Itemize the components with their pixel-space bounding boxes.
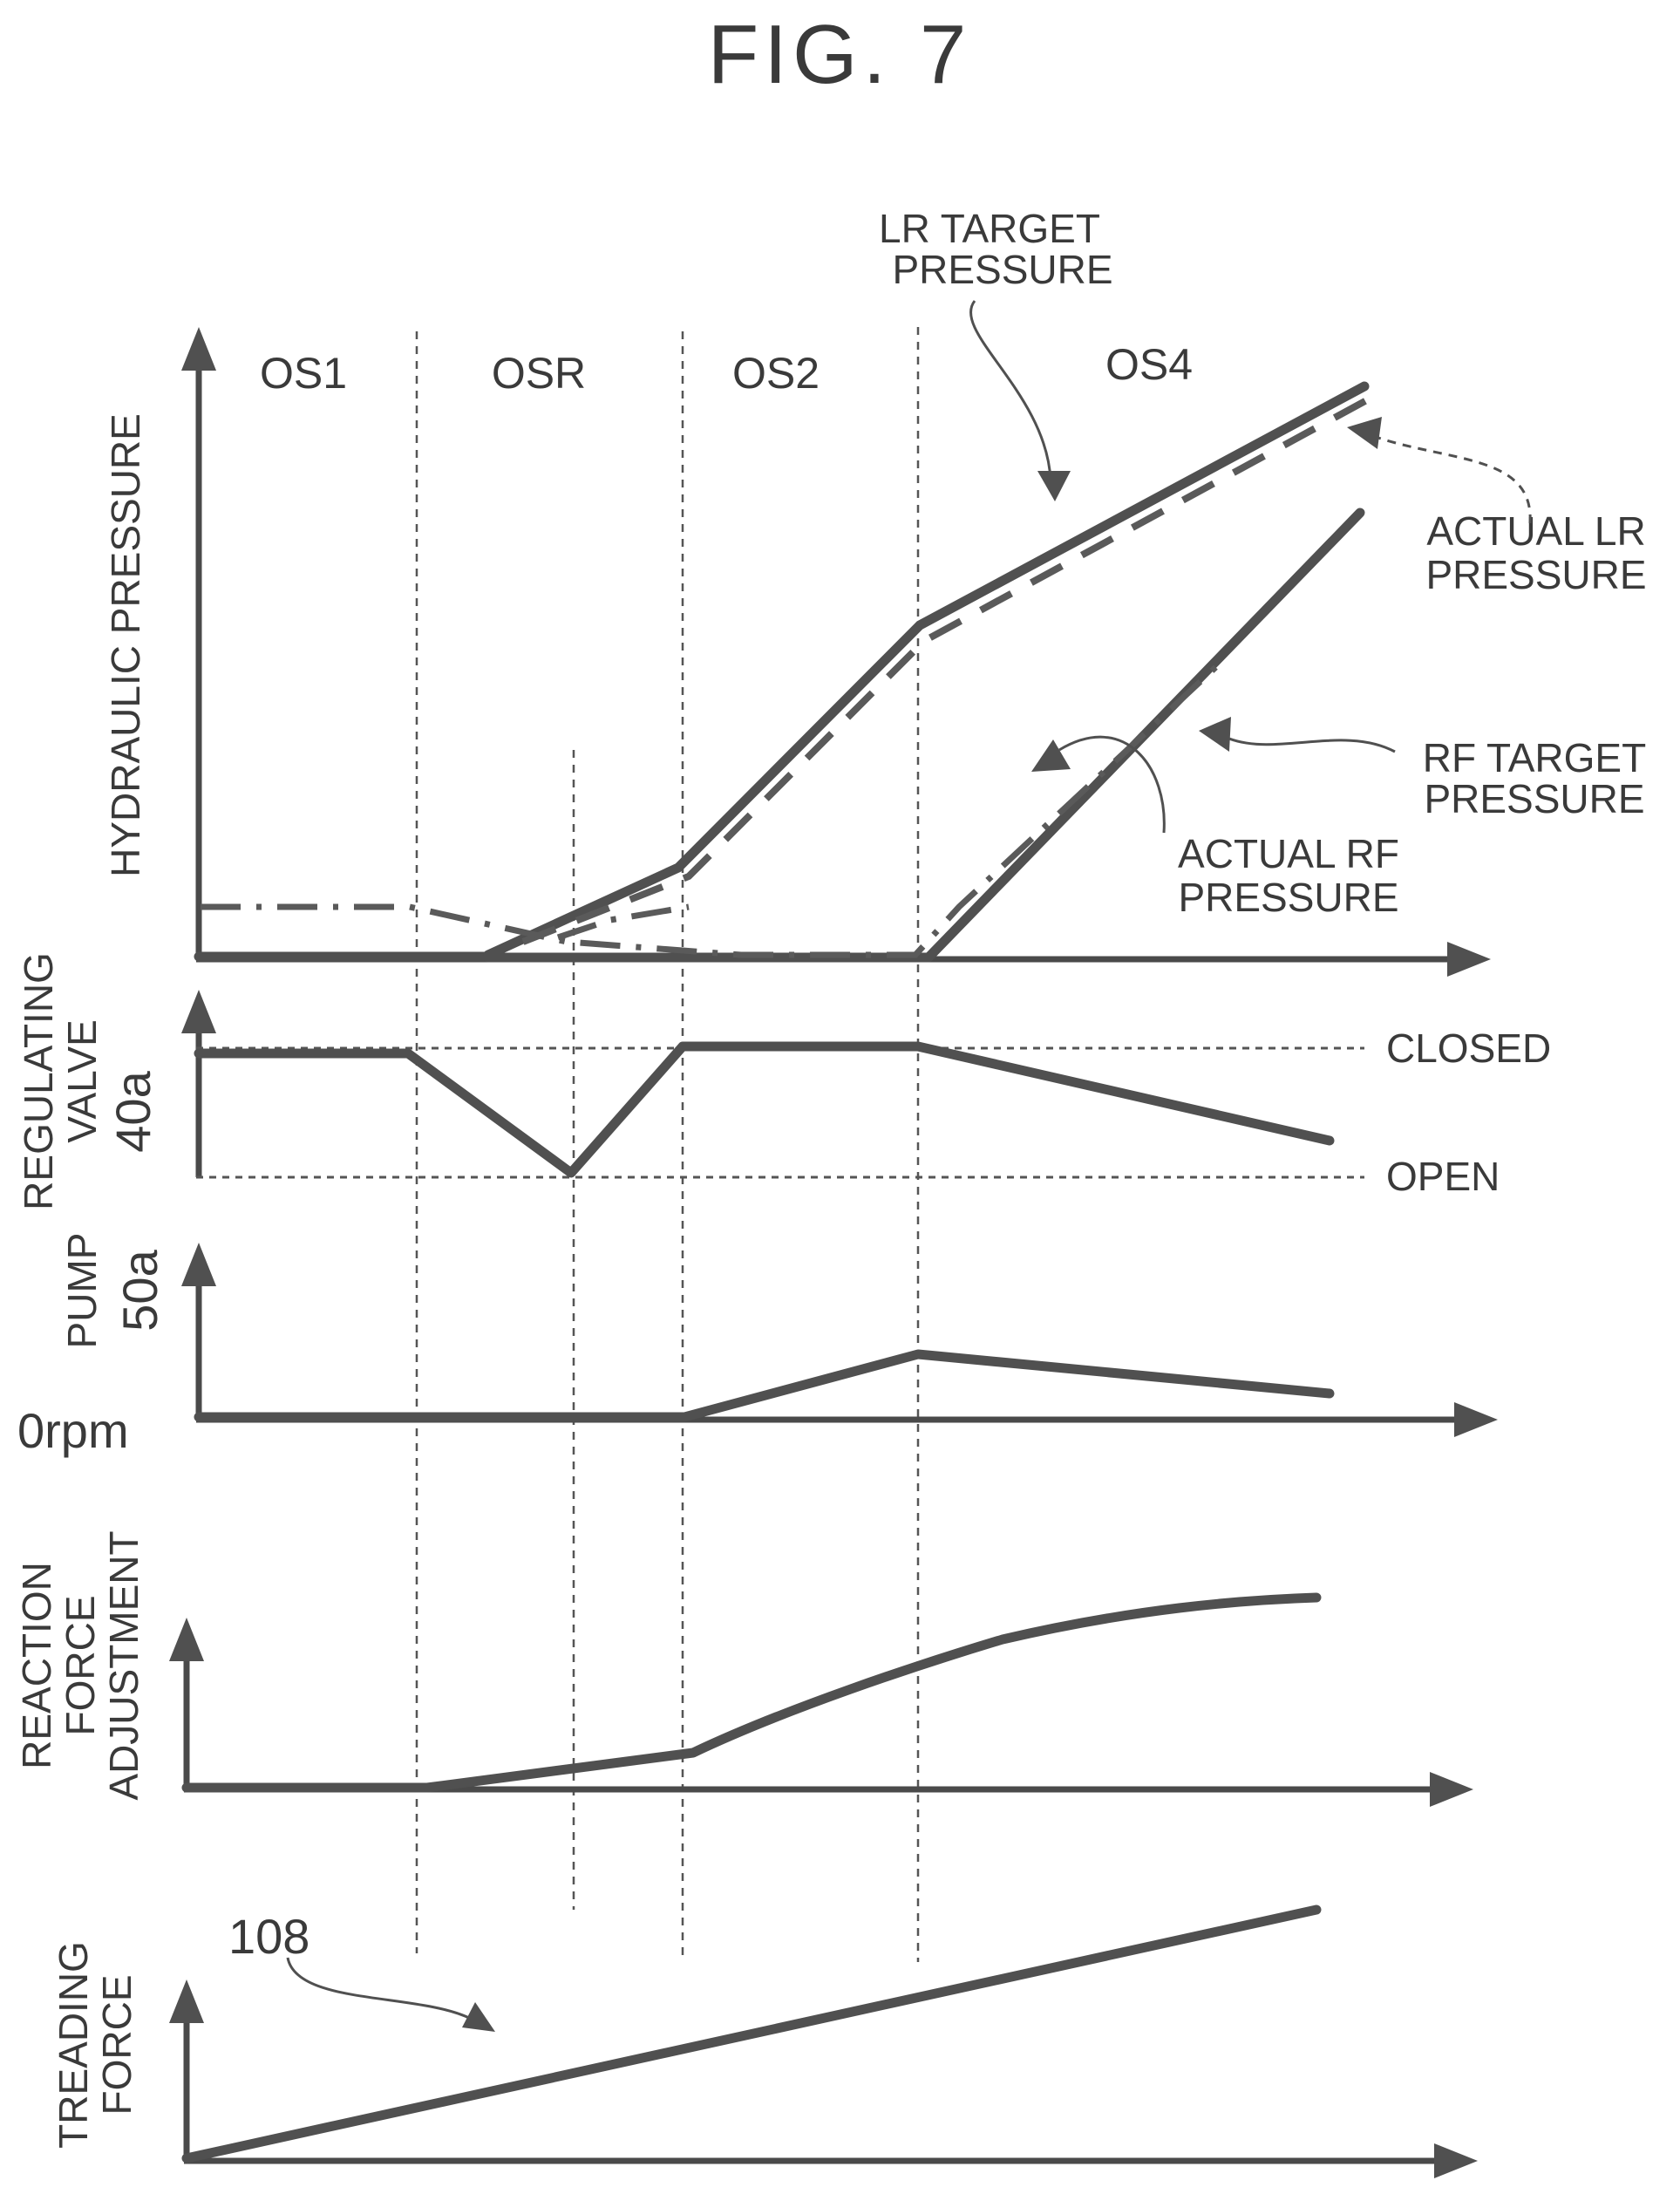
actual-rf-label-line2: PRESSURE	[1178, 875, 1398, 920]
hydraulic-y-label: HYDRAULIC PRESSURE	[103, 413, 148, 877]
reaction-force-line	[181, 1592, 1322, 1793]
actual-rf-leader-arrowhead	[1031, 739, 1071, 772]
treading-ref-leader	[286, 1957, 472, 2020]
rf-target-leader-arrowhead	[1199, 717, 1231, 752]
pump-y-label: PUMP	[59, 1233, 105, 1349]
reaction-force-panel: REACTION FORCE ADJUSTMENT	[14, 1530, 1473, 1807]
lr-target-leader	[969, 300, 1052, 480]
regulating-valve-panel: CLOSED OPEN REGULATING VALVE 40a	[16, 952, 1551, 1210]
pump-y-axis-arrowhead	[181, 1243, 216, 1286]
lr-target-label-line2: PRESSURE	[892, 247, 1112, 292]
actual-rf-pressure-line	[201, 660, 1223, 958]
regulating-valve-line	[194, 1041, 1335, 1178]
treading-y-label-line1: TREADING	[51, 1941, 96, 2149]
phase-label-os1: OS1	[260, 349, 347, 398]
rf-target-label-line1: RF TARGET	[1423, 735, 1646, 780]
actual-rf-label-line1: ACTUAL RF	[1178, 831, 1399, 876]
pump-x-axis-arrowhead	[1454, 1402, 1498, 1437]
hydraulic-x-axis-arrowhead	[1447, 942, 1491, 977]
actual-lr-leader	[1372, 434, 1532, 524]
treading-force-line	[181, 1904, 1322, 2163]
lr-target-leader-arrowhead	[1037, 471, 1071, 501]
rf-target-pressure-line	[483, 508, 1365, 963]
valve-closed-label: CLOSED	[1386, 1025, 1551, 1071]
phase-boundaries	[415, 327, 920, 1962]
hydraulic-pressure-panel: HYDRAULIC PRESSURE LR TARGET PRESSURE AC…	[103, 206, 1647, 977]
treading-force-panel: TREADING FORCE 108	[51, 1904, 1478, 2178]
actual-rf-leader	[1058, 735, 1166, 834]
treading-y-axis-arrowhead	[169, 1979, 204, 2023]
treading-ref-leader-arrowhead	[462, 2002, 495, 2032]
rf-target-label-line2: PRESSURE	[1424, 776, 1644, 821]
actual-lr-leader-arrowhead	[1347, 417, 1382, 449]
reaction-y-label-line3: ADJUSTMENT	[101, 1530, 146, 1800]
phase-label-osr: OSR	[492, 349, 586, 398]
rf-target-leader	[1224, 735, 1396, 753]
valve-y-label-line2: VALVE	[59, 1019, 105, 1142]
treading-ref-number: 108	[228, 1909, 309, 1964]
phase-label-os2: OS2	[732, 349, 820, 398]
pump-speed-line	[194, 1349, 1335, 1422]
valve-ref-number: 40a	[105, 1070, 160, 1152]
treading-y-label-line2: FORCE	[94, 1975, 139, 2116]
lr-target-pressure-line	[483, 381, 1370, 960]
treading-x-axis-arrowhead	[1434, 2143, 1478, 2178]
reaction-x-axis-arrowhead	[1430, 1772, 1473, 1807]
reaction-y-axis-arrowhead	[169, 1618, 204, 1661]
valve-y-axis-arrowhead	[181, 990, 216, 1033]
figure-title: FIG. 7	[708, 8, 972, 101]
reaction-y-label-line1: REACTION	[14, 1562, 59, 1769]
actual-lr-label-line2: PRESSURE	[1425, 552, 1646, 597]
actual-rf-pressure-branch	[556, 903, 690, 941]
actual-lr-label-line1: ACTUAL LR	[1426, 508, 1645, 554]
reaction-y-label-line2: FORCE	[58, 1596, 103, 1736]
pump-panel: PUMP 50a 0rpm	[17, 1233, 1498, 1458]
phase-label-os4: OS4	[1105, 340, 1193, 389]
lr-target-label-line1: LR TARGET	[879, 206, 1100, 251]
hydraulic-y-axis-arrowhead	[181, 327, 216, 371]
valve-y-label-line1: REGULATING	[16, 952, 61, 1210]
pump-zero-label: 0rpm	[17, 1403, 129, 1458]
pump-ref-number: 50a	[112, 1249, 167, 1331]
actual-lr-pressure-line	[521, 393, 1375, 945]
valve-open-label: OPEN	[1386, 1154, 1500, 1199]
